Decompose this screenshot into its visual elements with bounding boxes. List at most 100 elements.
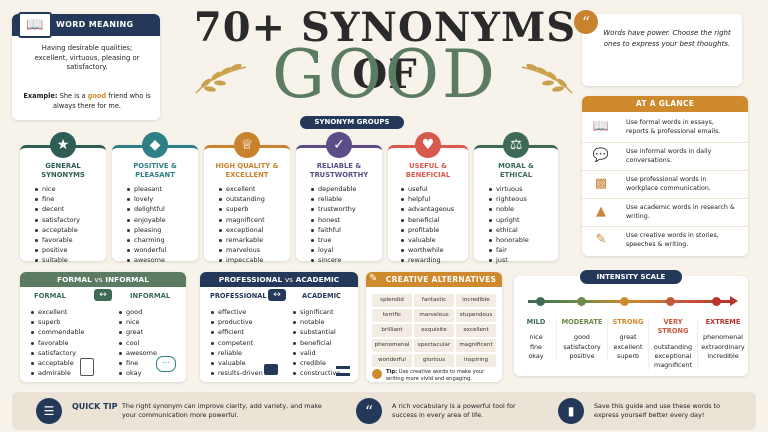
bookmark-icon: ▮ bbox=[558, 398, 584, 424]
list-item: satisfactory bbox=[34, 215, 80, 225]
list-item: helpful bbox=[400, 194, 454, 204]
creative-chip: terrific bbox=[372, 309, 412, 322]
list-item: exceptional bbox=[218, 225, 265, 235]
word-meaning-example: Example: She is a good friend who is alw… bbox=[22, 92, 152, 111]
intensity-scale-card: INTENSITY SCALE MILD nice fine okay MODE… bbox=[514, 270, 748, 376]
list-item: satisfactory bbox=[30, 348, 84, 358]
diamond-icon: ◆ bbox=[142, 132, 168, 158]
intensity-word: superb bbox=[616, 351, 640, 360]
list-item: awesome bbox=[118, 348, 157, 358]
glance-text: Use formal words in essays, reports & pr… bbox=[626, 119, 721, 135]
pen-icon: ✎ bbox=[595, 232, 607, 247]
glance-row: ▩ Use professional words in workplace com… bbox=[582, 170, 748, 199]
list-item: excellent bbox=[30, 307, 84, 317]
group-card-positive: ◆ POSITIVE & PLEASANT pleasant lovely deli… bbox=[112, 132, 198, 264]
glance-row: 💬 Use informal words in daily conversatio… bbox=[582, 142, 748, 171]
list-item: acceptable bbox=[34, 225, 80, 235]
group-title: MORAL & ETHICAL bbox=[498, 162, 534, 179]
list-item: faithful bbox=[310, 225, 356, 235]
intensity-col-very-strong: VERY STRONG outstanding exceptional magn… bbox=[648, 318, 698, 371]
glance-row: 📖 Use formal words in essays, reports & p… bbox=[582, 114, 748, 143]
group-card-reliable: ✓ RELIABLE & TRUSTWORTHY dependable relia… bbox=[296, 132, 382, 264]
books-icon bbox=[336, 366, 350, 376]
intensity-level-name: EXTREME bbox=[705, 318, 741, 326]
list-item: just bbox=[488, 255, 529, 265]
list-item: nice bbox=[34, 184, 80, 194]
list-item: sincere bbox=[310, 255, 356, 265]
tip-label: Tip: bbox=[386, 369, 398, 375]
creative-chip: excellent bbox=[456, 324, 496, 337]
professional-list: effective productive efficient competent rel… bbox=[210, 307, 263, 378]
formal-list: excellent superb commendable favorable satis… bbox=[30, 307, 84, 378]
group-card-useful: ♥ USEFUL & BENEFICIAL useful helpful advan… bbox=[388, 132, 468, 264]
intensity-word: outstanding bbox=[653, 342, 693, 351]
creative-chip: marvelous bbox=[414, 309, 454, 322]
group-word-list: pleasant lovely delightful enjoyable pleasin… bbox=[126, 184, 166, 266]
header-vs: vs bbox=[284, 275, 294, 284]
clipboard-icon: ☰ bbox=[36, 398, 62, 424]
intensity-word: incredible bbox=[707, 351, 739, 360]
list-item: awesome bbox=[126, 255, 166, 265]
list-item: valuable bbox=[210, 358, 263, 368]
group-title: HIGH QUALITY & EXCELLENT bbox=[215, 162, 279, 179]
word-meaning-definition: Having desirable qualities; excellent, v… bbox=[34, 44, 140, 72]
list-item: righteous bbox=[488, 194, 529, 204]
intensity-level-name: STRONG bbox=[612, 318, 644, 326]
intensity-col-moderate: MODERATE good satisfactory positive bbox=[556, 318, 608, 362]
list-item: virtuous bbox=[488, 184, 529, 194]
group-title: POSITIVE & PLEASANT bbox=[133, 162, 177, 179]
at-a-glance-header: AT A GLANCE bbox=[582, 96, 748, 112]
list-item: worthwhile bbox=[400, 245, 454, 255]
glance-text: Use professional words in workplace comm… bbox=[626, 176, 711, 192]
list-item: constructive bbox=[292, 368, 340, 378]
list-item: dependable bbox=[310, 184, 356, 194]
list-item: favorable bbox=[30, 338, 84, 348]
arrow-right-icon bbox=[730, 296, 738, 306]
swap-icon: ↔ bbox=[94, 289, 112, 301]
list-item: superb bbox=[218, 204, 265, 214]
header-vs: vs bbox=[94, 275, 103, 284]
list-item: efficient bbox=[210, 327, 263, 337]
glance-text: Use creative words in stories, speeches … bbox=[626, 232, 719, 248]
swap-icon: ↔ bbox=[268, 289, 286, 301]
list-item: excellent bbox=[218, 184, 265, 194]
glance-text: Use informal words in daily conversation… bbox=[626, 148, 712, 164]
intensity-col-strong: STRONG great excellent superb bbox=[608, 318, 648, 361]
professional-col-label: PROFESSIONAL bbox=[210, 292, 267, 300]
list-item: honorable bbox=[488, 235, 529, 245]
list-item: delightful bbox=[126, 204, 166, 214]
group-card-general: ★ GENERAL SYNONYMS nice fine decent satisfa… bbox=[20, 132, 106, 264]
example-label: Example: bbox=[23, 92, 58, 100]
tip-text: Use creative words to make your writing … bbox=[386, 369, 485, 382]
laurel-left-icon bbox=[195, 63, 247, 94]
list-item: credible bbox=[292, 358, 340, 368]
academic-col-label: ACADEMIC bbox=[302, 292, 341, 300]
group-word-list: dependable reliable trustworthy honest faith… bbox=[310, 184, 356, 266]
creative-chip: glorious bbox=[414, 354, 454, 367]
list-item: lovely bbox=[126, 194, 166, 204]
creative-tip: Tip: Use creative words to make your wri… bbox=[386, 369, 498, 382]
laurel-right-icon bbox=[521, 63, 573, 94]
list-item: outstanding bbox=[218, 194, 265, 204]
intensity-word: extraordinary bbox=[701, 342, 745, 351]
list-item: decent bbox=[34, 204, 80, 214]
briefcase-icon bbox=[264, 364, 278, 375]
list-item: upright bbox=[488, 215, 529, 225]
list-item: impeccable bbox=[218, 255, 265, 265]
creative-chip: spectacular bbox=[414, 339, 454, 352]
list-item: wonderful bbox=[126, 245, 166, 255]
list-item: rewarding bbox=[400, 255, 454, 265]
list-item: substantial bbox=[292, 327, 340, 337]
list-item: remarkable bbox=[218, 235, 265, 245]
intensity-word: nice bbox=[529, 333, 543, 342]
intensity-col-mild: MILD nice fine okay bbox=[520, 318, 552, 361]
page-title-line2: GOOD bbox=[272, 36, 498, 113]
formal-col-label: FORMAL bbox=[34, 292, 67, 300]
list-item: valid bbox=[292, 348, 340, 358]
quick-tip-text: The right synonym can improve clarity, a… bbox=[122, 402, 322, 419]
list-item: superb bbox=[30, 317, 84, 327]
list-item: reliable bbox=[310, 194, 356, 204]
creative-chip: exquisite bbox=[414, 324, 454, 337]
list-item: productive bbox=[210, 317, 263, 327]
intensity-word: fine bbox=[529, 342, 542, 351]
